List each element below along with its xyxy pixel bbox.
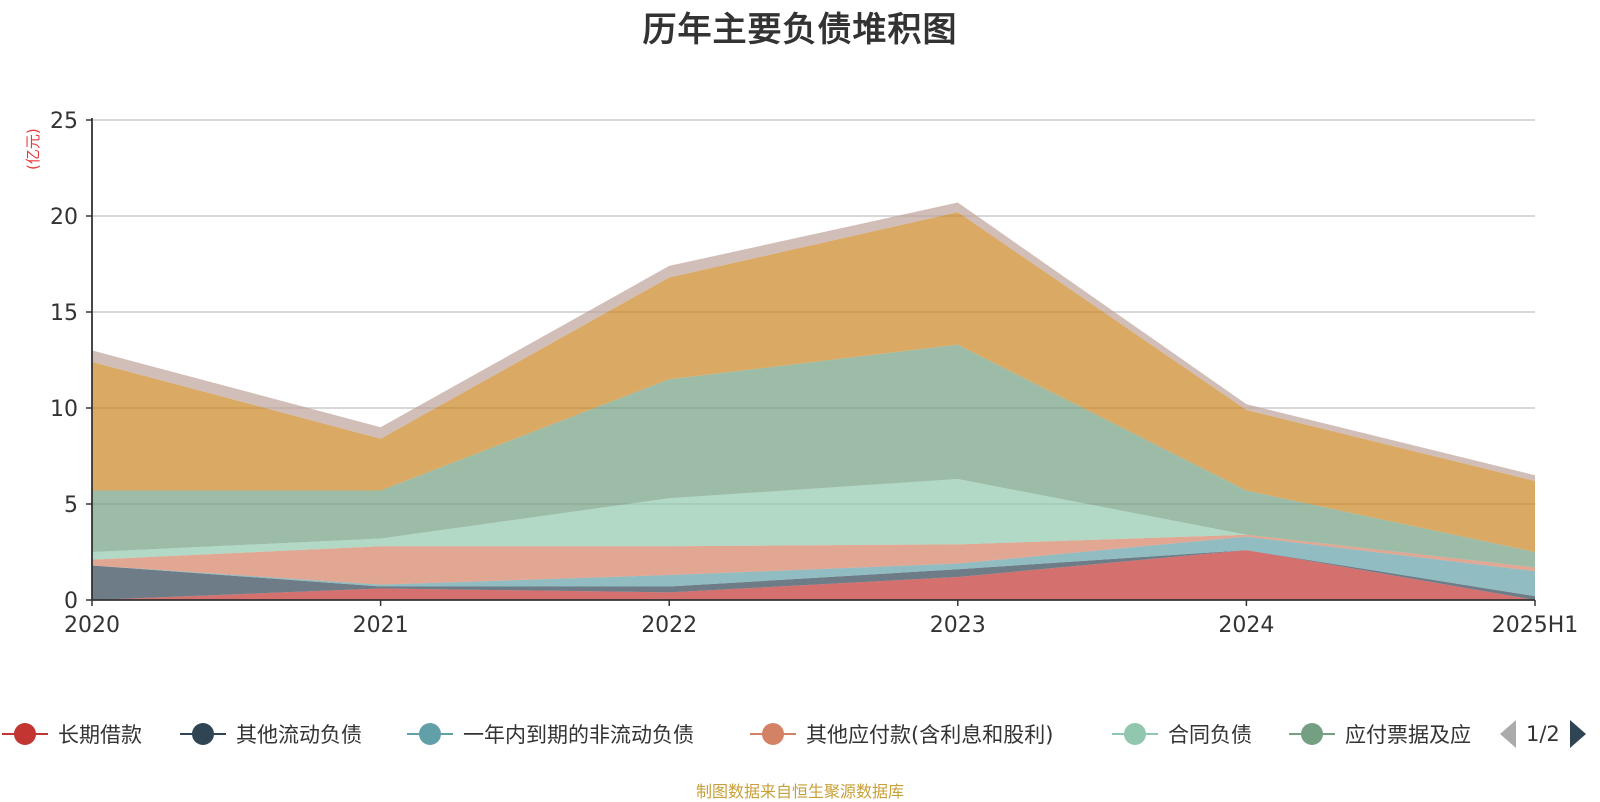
x-tick-label: 2021 bbox=[353, 613, 409, 638]
y-tick-label: 5 bbox=[64, 493, 78, 518]
legend-item[interactable]: 其他流动负债 bbox=[178, 718, 362, 750]
legend-label: 其他应付款(含利息和股利) bbox=[806, 723, 1054, 747]
legend-marker-icon bbox=[407, 723, 453, 745]
legend-label: 长期借款 bbox=[58, 723, 142, 747]
legend-next-arrow-icon[interactable] bbox=[1569, 720, 1586, 748]
legend-item[interactable]: 一年内到期的非流动负债 bbox=[405, 718, 694, 750]
legend-label: 一年内到期的非流动负债 bbox=[463, 723, 694, 747]
series-area-4 bbox=[92, 534, 1535, 585]
legend-label: 合同负债 bbox=[1168, 723, 1252, 747]
legend-label: 应付票据及应 bbox=[1345, 723, 1471, 747]
series-area-1 bbox=[92, 550, 1535, 600]
series-area-2 bbox=[92, 550, 1535, 600]
series-area-3 bbox=[92, 536, 1535, 597]
x-tick-label: 2024 bbox=[1218, 613, 1274, 638]
legend-item[interactable]: 合同负债 bbox=[1110, 718, 1252, 750]
series-area-7 bbox=[92, 212, 1535, 552]
legend-marker-icon bbox=[750, 723, 796, 745]
legend-marker-icon bbox=[180, 723, 226, 745]
series-area-6 bbox=[92, 344, 1535, 568]
y-tick-label: 20 bbox=[50, 205, 78, 230]
legend-prev-arrow-icon[interactable] bbox=[1500, 720, 1516, 748]
x-tick-label: 2022 bbox=[641, 613, 697, 638]
x-tick-label: 2020 bbox=[64, 613, 120, 638]
y-tick-label: 10 bbox=[50, 397, 78, 422]
x-tick-label: 2023 bbox=[930, 613, 986, 638]
legend-marker-icon bbox=[1112, 723, 1158, 745]
legend-marker-icon bbox=[2, 723, 48, 745]
x-tick-label: 2025H1 bbox=[1492, 613, 1579, 638]
legend-label: 其他流动负债 bbox=[236, 723, 362, 747]
y-tick-label: 25 bbox=[50, 109, 78, 134]
legend-item[interactable]: 长期借款 bbox=[0, 718, 142, 750]
chart-title: 历年主要负债堆积图 bbox=[642, 10, 958, 50]
legend-page-indicator: 1/2 bbox=[1526, 722, 1560, 746]
y-tick-label: 0 bbox=[64, 589, 78, 614]
legend-pager: 1/2 bbox=[1500, 718, 1586, 750]
legend-item[interactable]: 应付票据及应 bbox=[1287, 718, 1471, 750]
y-tick-label: 15 bbox=[50, 301, 78, 326]
chart-legend: 长期借款 其他流动负债 一年内到期的非流动负债 其他应付款(含利息和股利) 合同负债 应付… bbox=[0, 718, 1490, 750]
data-source-note: 制图数据来自恒生聚源数据库 bbox=[695, 782, 904, 801]
legend-item[interactable]: 其他应付款(含利息和股利) bbox=[748, 718, 1053, 750]
series-area-5 bbox=[92, 479, 1535, 568]
legend-marker-icon bbox=[1289, 723, 1335, 745]
stacked-area-chart: 0 5 10 15 20 25 2020 2021 2022 2023 2024 2025H1 bbox=[50, 109, 1579, 638]
